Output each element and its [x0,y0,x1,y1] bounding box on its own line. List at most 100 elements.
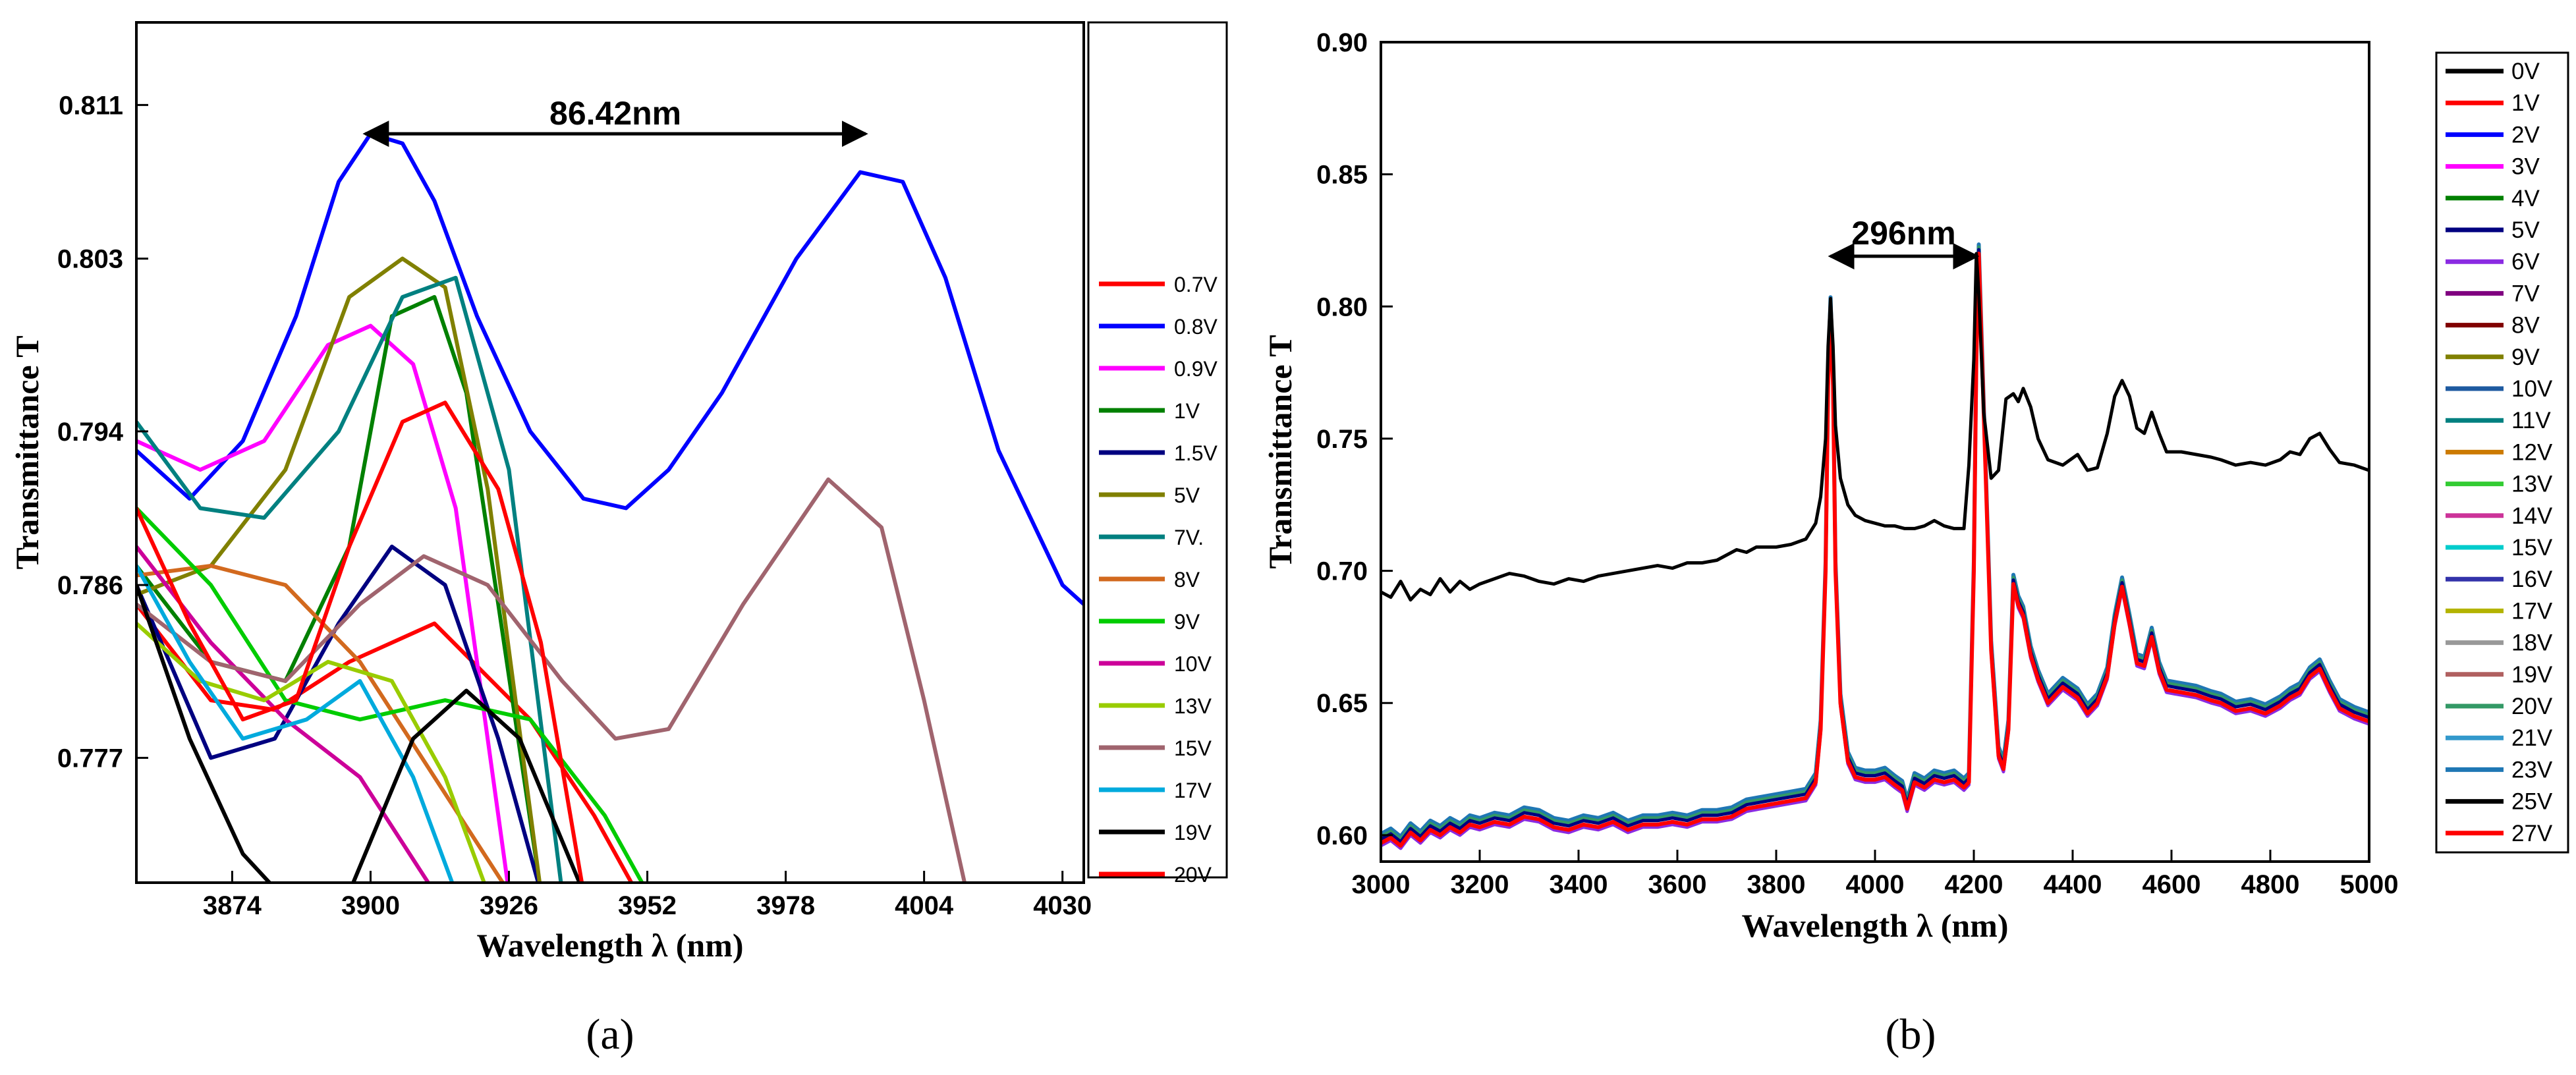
panel-b-annotation-text: 296nm [1851,215,1955,252]
panel-a-plot-frame [135,21,1085,884]
panel-a-series-7v-line [136,275,563,883]
panel-b-annotation: 296nm [1828,215,1980,270]
panel-b-y-tick-label: 0.60 [1316,821,1368,850]
panel-b-lower-band-20v-line [1381,245,2369,841]
panel-a-x-tick-label: 3874 [203,891,262,920]
panel-b-lower-band-23v-line [1381,242,2369,839]
panel-b-legend-label: 18V [2511,630,2553,656]
panel-b-lower-band-5v-line [1381,248,2369,844]
panel-a-legend-label: 8V [1174,568,1200,592]
panel-a-y-tick-label: 0.794 [57,418,124,447]
panel-a-y-axis-label: Transmittance T [9,335,45,569]
panel-a-legend-label: 1.5V [1174,441,1218,465]
panel-b-y-tick-label: 0.85 [1316,161,1368,190]
panel-b-legend-label: 16V [2511,566,2553,592]
panel-b-y-tick-label: 0.70 [1316,557,1368,586]
panel-b-legend-label: 23V [2511,757,2553,783]
panel-a-x-tick-label: 4030 [1033,891,1092,920]
panel-b-x-tick-label: 3000 [1352,870,1411,899]
panel-a-x-tick-label: 3926 [480,891,538,920]
panel-b-legend-label: 11V [2511,408,2551,433]
panel-a-series-1-5vline [136,544,541,883]
panel-b-y-tick-label: 0.80 [1316,292,1368,321]
panel-b-legend-label: 10V [2511,376,2553,402]
panel-b-legend-label: 21V [2511,725,2553,751]
panel-a-axis-ticks: 3874 3900 3926 3952 3978 4004 4030 0.777 0.786 0.… [57,91,1092,920]
panel-a-legend-label: 10V [1174,652,1212,676]
panel-a-series-5vline [136,256,542,883]
panel-a-series-15vline [136,477,967,883]
panel-b-legend-label: 7V [2511,281,2540,306]
panel-b-x-tick-label: 4200 [1945,870,2003,899]
panel-b-legend-label: 1V [2511,90,2540,116]
panel-a-series-group [136,132,1084,883]
panel-b-y-tick-label: 0.65 [1316,689,1368,718]
panel-b-legend-label: 12V [2511,439,2553,465]
panel-a-x-tick-label: 3900 [341,891,400,920]
panel-b-lower-band-6v-line [1381,254,2369,850]
panel-a-series-0-9vline [136,323,510,883]
panel-a-legend-label: 7V. [1174,526,1204,549]
panel-a-legend-label: 17V [1174,779,1212,802]
panel-a-y-tick-label: 0.786 [57,571,123,600]
panel-a-legend-label: 0.7V [1174,273,1218,296]
panel-a: 3874 3900 3926 3952 3978 4004 4030 0.777 0.786 0.… [9,21,1228,1059]
panel-b-legend-label: 27V [2511,821,2553,846]
panel-b-y-tick-label: 0.90 [1316,28,1368,57]
panel-b-series-group [1381,242,2369,850]
panel-b-legend-label: 2V [2511,122,2540,148]
panel-b-legend-label: 3V [2511,154,2540,180]
panel-a-legend-label: 5V [1174,483,1200,507]
panel-a-caption: (a) [586,1010,634,1059]
panel-a-legend-label: 15V [1174,736,1212,760]
panel-a-y-tick-label: 0.777 [57,744,123,773]
panel-a-series-10vline [136,545,431,883]
panel-b-x-tick-label: 3200 [1451,870,1509,899]
panel-b-series-0v-line [1381,252,2369,602]
panel-b-x-tick-label: 3600 [1648,870,1707,899]
panel-b-legend-label: 25V [2511,789,2553,815]
panel-b-x-tick-label: 3400 [1550,870,1608,899]
panel-b-plot-frame [1380,41,2370,863]
panel-b-x-tick-label: 4000 [1846,870,1905,899]
panel-b-legend-label: 15V [2511,535,2553,561]
panel-a-legend-label: 19V [1174,821,1212,844]
panel-a-annotation-text: 86.42nm [549,95,681,132]
panel-b-y-tick-label: 0.75 [1316,425,1368,454]
panel-b-caption: (b) [1886,1010,1936,1059]
panel-b-x-tick-label: 4400 [2044,870,2102,899]
panel-a-legend: 0.7V 0.8V 0.9V 1V 1.5V 5V 7V. 8V 9V 10V 13V 15V 17V 1… [1099,273,1218,887]
panel-b-legend-label: 19V [2511,662,2553,688]
panel-a-legend-label: 20V [1174,863,1212,887]
panel-b-x-tick-label: 5000 [2340,870,2399,899]
panel-b-x-tick-label: 3800 [1747,870,1806,899]
panel-a-legend-box [1087,21,1228,879]
panel-a-series-17vline [136,565,455,883]
panel-a-series-1vline [136,294,542,883]
panel-a-legend-label: 1V [1174,399,1200,423]
panel-b-lower-band-27v-line [1381,252,2369,848]
panel-a-series-0-8vline [136,132,1084,606]
panel-b-legend-label: 17V [2511,598,2553,624]
panel-b-legend-label: 13V [2511,472,2553,497]
panel-b-legend-label: 8V [2511,313,2540,339]
panel-b-x-axis-label: Wavelength λ (nm) [1741,907,2008,944]
panel-a-x-tick-label: 3952 [618,891,677,920]
panel-a-x-axis-label: Wavelength λ (nm) [476,927,743,964]
panel-b-legend-label: 0V [2511,59,2540,84]
panel-a-series-9vline [136,507,644,883]
panel-a-legend-label: 9V [1174,610,1200,634]
panel-b-y-axis-label: Transmittance T [1262,335,1299,568]
panel-b-legend-label: 9V [2511,345,2540,370]
panel-a-x-tick-label: 4004 [895,891,954,920]
panel-a-legend-label: 13V [1174,694,1212,718]
panel-a-series-8vline [136,564,505,883]
panel-a-legend-label: 0.8V [1174,315,1218,339]
panel-b-legend-label: 4V [2511,186,2540,211]
panel-b-x-tick-label: 4800 [2241,870,2300,899]
panel-a-x-tick-label: 3978 [756,891,815,920]
panel-a-annotation: 86.42nm [362,95,868,148]
panel-a-y-tick-label: 0.811 [59,91,123,120]
panel-a-y-tick-label: 0.803 [57,245,123,274]
